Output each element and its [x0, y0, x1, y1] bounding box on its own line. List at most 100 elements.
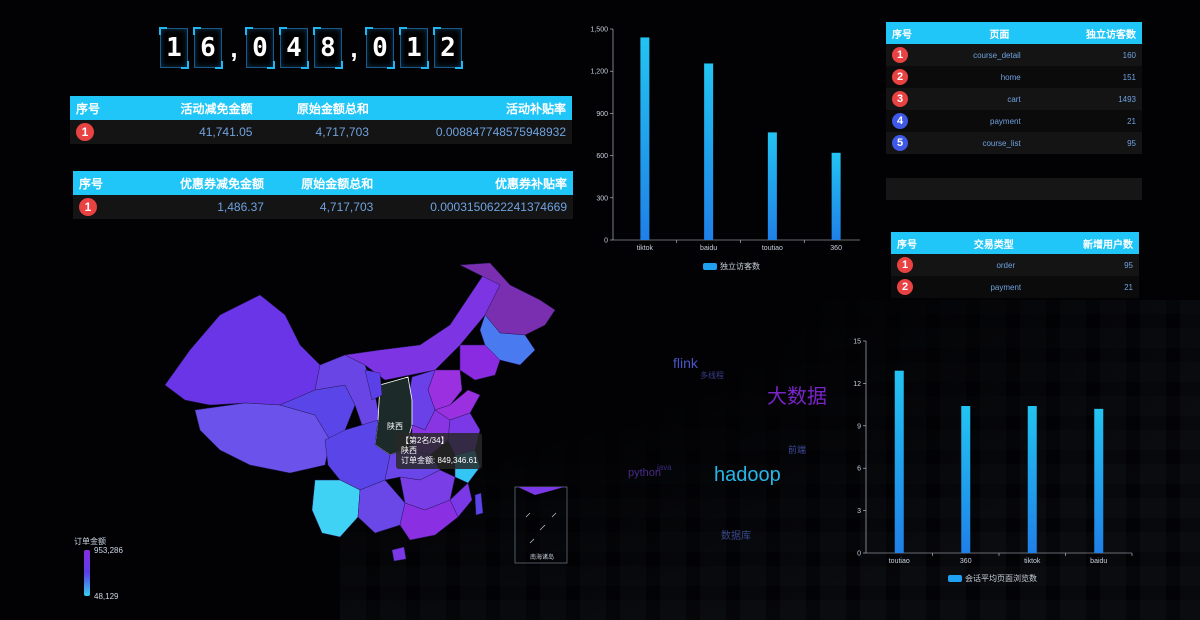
col-header-total: 原始金额总和 [269, 171, 380, 195]
map-legend-title: 订单金额 [74, 537, 106, 546]
region-guangdong[interactable] [399, 499, 459, 541]
col-header-rate: 优惠券补贴率 [379, 171, 573, 195]
table-row: 1 course_detail 160 [886, 44, 1142, 66]
y-tick-label: 0 [857, 551, 861, 558]
counter-digit: 6 [193, 27, 223, 69]
y-tick-label: 15 [853, 339, 861, 346]
chart2-legend-label: 会话平均页面浏览数 [965, 574, 1037, 583]
bar-tiktok[interactable] [640, 37, 650, 240]
tooltip-rank: 【第2名/34】 [401, 436, 449, 445]
bar-baidu[interactable] [1094, 408, 1104, 553]
visitors-cell: 151 [1060, 66, 1142, 88]
coupon-subsidy-table: 序号 优惠券减免金额 原始金额总和 优惠券补贴率 1 1,486.37 4,71… [73, 171, 573, 219]
word-hadoop: hadoop [714, 464, 781, 486]
word-java: java [657, 463, 672, 472]
region-guangxi[interactable] [357, 479, 406, 534]
legend-swatch [948, 575, 962, 582]
map-legend-min: 48,129 [94, 592, 119, 601]
y-tick-label: 0 [604, 238, 608, 245]
word-multithread: 多线程 [700, 371, 724, 380]
y-tick-label: 300 [596, 195, 608, 202]
activity-subsidy-table: 序号 活动减免金额 原始金额总和 活动补贴率 1 41,741.05 4,717… [70, 96, 572, 144]
y-tick-label: 600 [596, 153, 608, 160]
x-tick-label: baidu [700, 245, 717, 252]
inset-coast [518, 487, 564, 495]
region-jilin[interactable] [479, 314, 536, 366]
rate-cell: 0.0003150622241374669 [379, 195, 573, 219]
y-tick-label: 9 [857, 423, 861, 430]
counter-separator: , [230, 33, 238, 63]
region-gansu[interactable] [314, 354, 381, 426]
rank-badge: 1 [897, 257, 913, 273]
word-frontend: 前端 [788, 445, 807, 455]
chart1-legend[interactable]: 独立访客数 [703, 261, 760, 272]
y-tick-label: 1,500 [590, 27, 608, 34]
region-hainan[interactable] [391, 546, 407, 562]
x-tick-label: tiktok [1024, 558, 1041, 565]
table-row: 2 payment 21 [891, 276, 1139, 298]
page-cell: home [938, 66, 1061, 88]
region-xinjiang[interactable] [164, 294, 321, 406]
rank-badge: 1 [79, 198, 97, 216]
word-bigdata: 大数据 [767, 386, 827, 408]
bar-360[interactable] [961, 406, 971, 553]
region-heilongjiang[interactable] [459, 262, 556, 336]
bar-360[interactable] [831, 152, 841, 240]
col-header-rate: 活动补贴率 [374, 96, 572, 120]
bar-baidu[interactable] [704, 63, 714, 240]
rank-badge: 2 [897, 279, 913, 295]
china-map[interactable]: 陕西 南海诸岛 [150, 255, 570, 575]
bar-toutiao[interactable] [767, 132, 777, 240]
x-tick-label: 360 [830, 245, 842, 252]
discount-cell: 1,486.37 [145, 195, 270, 219]
counter-digit: 0 [365, 27, 395, 69]
col-header-rank: 序号 [886, 22, 938, 44]
visitors-cell: 160 [1060, 44, 1142, 66]
chart1-legend-label: 独立访客数 [720, 262, 760, 271]
table-row: 2 home 151 [886, 66, 1142, 88]
chart2-legend[interactable]: 会话平均页面浏览数 [948, 573, 1037, 584]
page-cell: course_list [938, 132, 1061, 154]
rank-badge: 4 [892, 113, 908, 129]
x-tick-label: toutiao [889, 558, 910, 565]
bar-tiktok[interactable] [1027, 406, 1037, 553]
region-ningxia[interactable] [364, 369, 383, 401]
rank-badge: 1 [76, 123, 94, 141]
y-tick-label: 3 [857, 508, 861, 515]
table-row: 1 41,741.05 4,717,703 0.0088477485759489… [70, 120, 572, 144]
discount-cell: 41,741.05 [142, 120, 259, 144]
region-yunnan[interactable] [311, 479, 361, 538]
x-tick-label: baidu [1090, 558, 1107, 565]
counter-digit: 1 [159, 27, 189, 69]
y-tick-label: 900 [596, 111, 608, 118]
count-cell: 95 [1044, 254, 1139, 276]
y-tick-label: 1,200 [590, 69, 608, 76]
col-header-count: 新增用户数 [1044, 232, 1139, 254]
counter-digit: 0 [245, 27, 275, 69]
empty-row [886, 178, 1142, 200]
rank-badge: 3 [892, 91, 908, 107]
inset-islands [525, 512, 557, 544]
page-cell: cart [938, 88, 1061, 110]
map-legend-bar[interactable] [84, 550, 90, 596]
region-tibet[interactable] [194, 402, 331, 474]
counter-digit: 2 [433, 27, 463, 69]
region-taiwan[interactable] [474, 492, 484, 516]
rate-cell: 0.008847748575948932 [374, 120, 572, 144]
y-tick-label: 6 [857, 466, 861, 473]
x-tick-label: toutiao [762, 245, 783, 252]
rank-badge: 1 [892, 47, 908, 63]
counter-digit: 4 [279, 27, 309, 69]
counter-separator: , [350, 33, 358, 63]
col-header-total: 原始金额总和 [258, 96, 375, 120]
visitors-bar-chart: 0 300 600 900 1,200 1,500 tiktok baidu toutiao 36… [590, 27, 860, 252]
col-header-rank: 序号 [891, 232, 943, 254]
page-cell: course_detail [938, 44, 1061, 66]
bar-toutiao[interactable] [894, 370, 904, 553]
x-tick-label: 360 [960, 558, 972, 565]
counter-digit: 8 [313, 27, 343, 69]
col-header-page: 页面 [938, 22, 1061, 44]
trade-users-table: 序号 交易类型 新增用户数 1 order 95 2 payment 21 [891, 232, 1139, 298]
inset-label: 南海诸岛 [530, 553, 554, 561]
